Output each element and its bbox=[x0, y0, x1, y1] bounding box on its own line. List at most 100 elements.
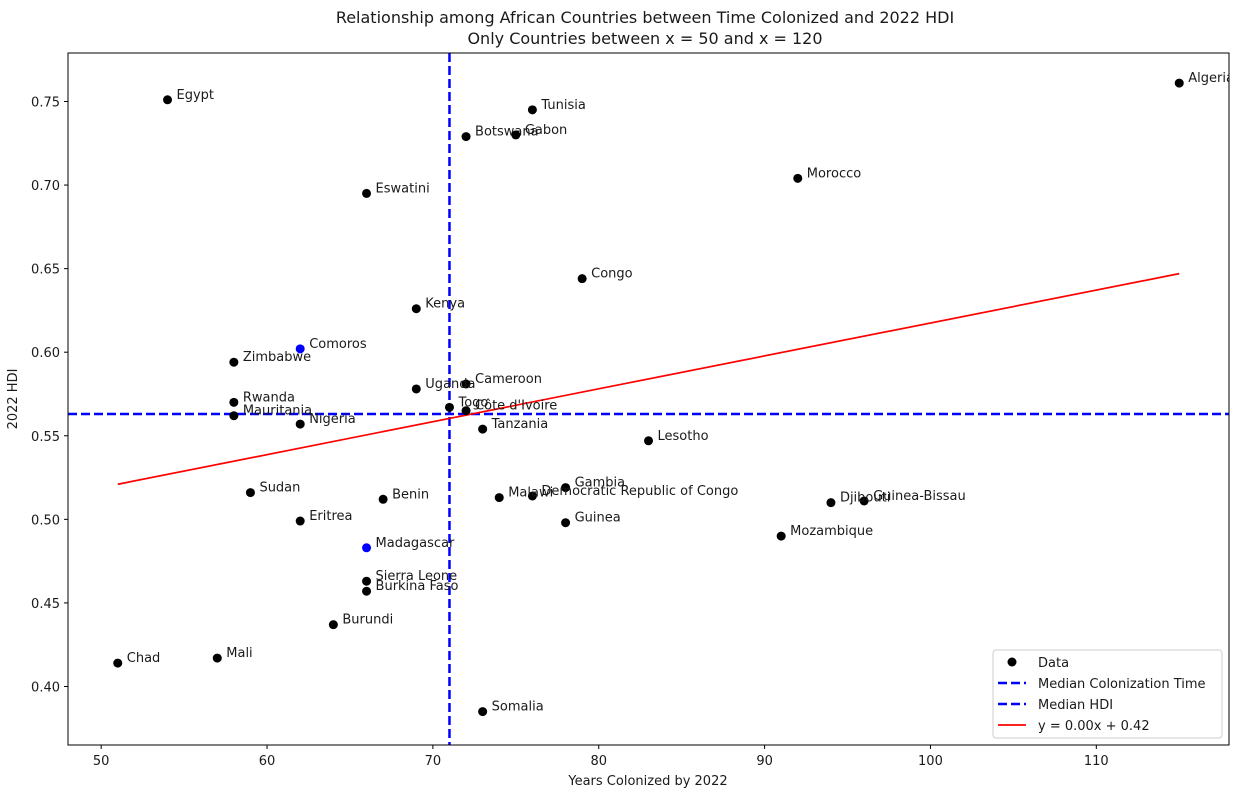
legend-label: y = 0.00x + 0.42 bbox=[1038, 719, 1150, 734]
data-point bbox=[461, 132, 471, 142]
x-axis: 50 60 70 80 90 100 110 bbox=[93, 745, 1109, 769]
legend: Data Median Colonization Time Median HDI y … bbox=[992, 649, 1223, 739]
data-point bbox=[461, 406, 471, 416]
legend-label: Median Colonization Time bbox=[1038, 677, 1206, 692]
chart-title: Relationship among African Countries bet… bbox=[336, 8, 954, 27]
data-point bbox=[527, 105, 537, 115]
data-point bbox=[411, 304, 421, 314]
data-point bbox=[362, 188, 372, 198]
data-point bbox=[478, 424, 488, 434]
point-label: Malawi bbox=[508, 486, 553, 501]
y-tick-label: 0.75 bbox=[31, 95, 60, 110]
point-label: Burundi bbox=[342, 613, 393, 628]
point-label: Kenya bbox=[425, 297, 465, 312]
x-axis-label: Years Colonized by 2022 bbox=[567, 774, 727, 789]
data-point bbox=[295, 419, 305, 429]
data-point bbox=[295, 516, 305, 526]
x-tick-label: 50 bbox=[93, 754, 110, 769]
point-label: Zimbabwe bbox=[243, 350, 311, 365]
data-point bbox=[229, 397, 239, 407]
data-point bbox=[644, 436, 653, 446]
data-point bbox=[229, 411, 239, 421]
y-tick-label: 0.50 bbox=[31, 513, 60, 528]
data-point bbox=[378, 494, 388, 504]
point-label: Cameroon bbox=[475, 372, 542, 387]
point-label: Chad bbox=[127, 651, 161, 666]
point-label: Lesotho bbox=[658, 429, 709, 444]
point-label: Tunisia bbox=[540, 98, 585, 113]
point-label: Egypt bbox=[177, 88, 215, 103]
point-label: Somalia bbox=[492, 700, 544, 715]
x-tick-label: 100 bbox=[918, 754, 943, 769]
point-label: Algeria bbox=[1188, 71, 1234, 86]
x-tick-label: 90 bbox=[756, 754, 773, 769]
point-label: Mauritania bbox=[243, 404, 312, 419]
data-point bbox=[362, 543, 372, 553]
point-label: Comoros bbox=[309, 337, 367, 352]
data-point bbox=[478, 707, 488, 717]
legend-box bbox=[992, 649, 1223, 739]
data-point bbox=[362, 576, 372, 586]
point-label: Benin bbox=[392, 487, 429, 502]
point-label: Eritrea bbox=[309, 509, 352, 524]
point-label: Eswatini bbox=[376, 181, 430, 196]
point-label: Mozambique bbox=[790, 524, 873, 539]
x-tick-label: 110 bbox=[1084, 754, 1109, 769]
point-label: Rwanda bbox=[243, 390, 295, 405]
legend-label: Data bbox=[1038, 656, 1069, 671]
x-tick-label: 60 bbox=[259, 754, 276, 769]
data-point bbox=[859, 496, 869, 506]
data-point bbox=[511, 130, 521, 140]
data-point bbox=[527, 491, 537, 501]
point-label: Guinea bbox=[575, 511, 621, 526]
y-axis-label: 2022 HDI bbox=[6, 369, 21, 430]
data-point bbox=[295, 344, 305, 354]
y-tick-label: 0.60 bbox=[31, 346, 60, 361]
x-tick-label: 70 bbox=[425, 754, 442, 769]
point-label: Côte d'Ivoire bbox=[475, 399, 557, 414]
point-label: Mali bbox=[226, 646, 252, 661]
data-point bbox=[411, 384, 421, 394]
data-point bbox=[793, 173, 803, 183]
point-label: Gambia bbox=[575, 476, 626, 491]
y-axis: 0.40 0.45 0.50 0.55 0.60 0.65 0.70 0.75 bbox=[31, 95, 68, 695]
point-label: Sierra Leone bbox=[376, 569, 458, 584]
data-point bbox=[494, 493, 504, 503]
point-label: Morocco bbox=[807, 166, 861, 181]
point-label: Tanzania bbox=[491, 417, 549, 432]
data-point bbox=[1174, 78, 1184, 88]
y-tick-label: 0.70 bbox=[31, 179, 60, 194]
point-label: Madagascar bbox=[376, 536, 456, 551]
data-point bbox=[561, 518, 571, 528]
data-point bbox=[163, 95, 173, 105]
point-label: Democratic Republic of Congo bbox=[541, 484, 738, 499]
data-point bbox=[561, 483, 571, 493]
y-tick-label: 0.40 bbox=[31, 680, 60, 695]
legend-marker bbox=[1007, 657, 1017, 667]
trendline bbox=[117, 272, 1180, 486]
point-label: Uganda bbox=[425, 377, 475, 392]
point-label: Gabon bbox=[525, 123, 568, 138]
data-point bbox=[826, 498, 836, 508]
point-label: Sudan bbox=[259, 481, 300, 496]
data-point bbox=[577, 274, 587, 284]
data-point bbox=[113, 658, 123, 668]
point-label: Botswana bbox=[475, 125, 539, 140]
point-label: Congo bbox=[591, 267, 633, 282]
chart-subtitle: Only Countries between x = 50 and x = 12… bbox=[467, 29, 822, 48]
y-tick-label: 0.65 bbox=[31, 263, 60, 278]
point-label: Burkina Faso bbox=[376, 579, 459, 594]
point-label: Nigeria bbox=[309, 412, 356, 427]
data-point bbox=[212, 653, 222, 663]
data-point bbox=[328, 620, 338, 630]
point-label: Guinea-Bissau bbox=[873, 489, 966, 504]
data-point bbox=[362, 586, 372, 596]
plot-frame bbox=[67, 52, 1230, 746]
y-tick-label: 0.55 bbox=[31, 430, 60, 445]
data-point bbox=[461, 379, 471, 389]
data-point bbox=[444, 402, 454, 412]
y-tick-label: 0.45 bbox=[31, 597, 60, 612]
data-point bbox=[229, 357, 239, 367]
